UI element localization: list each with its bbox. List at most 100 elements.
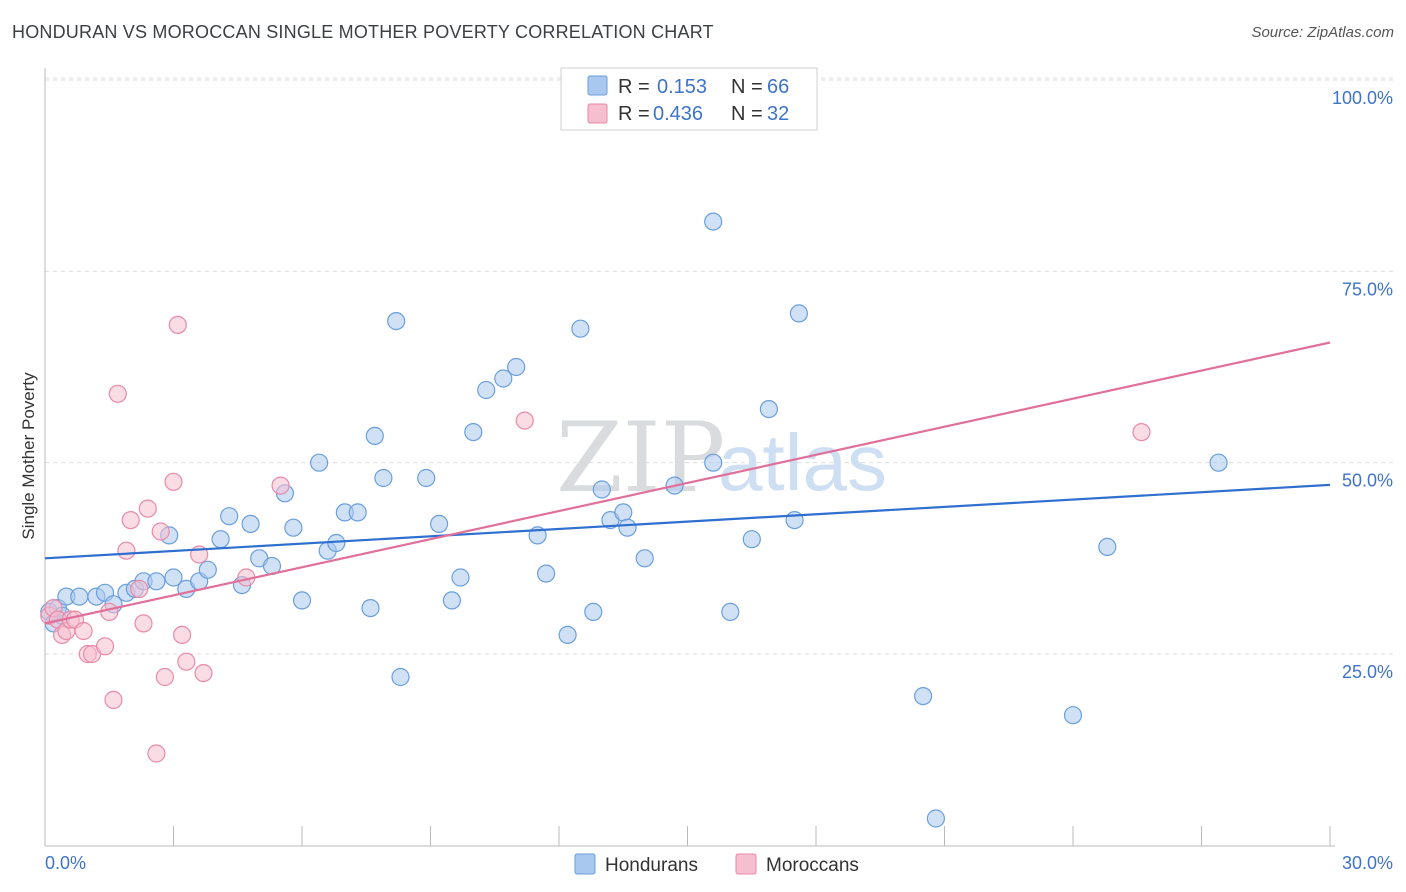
bottom-legend-swatch-hondurans <box>574 853 596 875</box>
legend-swatch-moroccans <box>587 103 608 124</box>
honduran-point-34 <box>374 468 393 488</box>
honduran-point-60 <box>759 400 779 419</box>
honduran-point-56 <box>704 212 723 231</box>
honduran-point-44 <box>507 357 526 377</box>
honduran-point-25 <box>284 518 303 537</box>
moroccan-point-18 <box>138 499 157 518</box>
bottom-legend-label-hondurans: Hondurans <box>605 855 698 876</box>
moroccan-point-13 <box>108 384 127 403</box>
series-moroccans-points <box>40 315 1151 763</box>
moroccan-point-17 <box>134 614 153 633</box>
honduran-point-62 <box>789 304 809 323</box>
honduran-point-14 <box>164 568 183 587</box>
legend-n-value-hondurans: 66 <box>767 76 789 98</box>
legend-n-label-hondurans: N = <box>731 76 763 98</box>
honduran-point-65 <box>1063 706 1083 725</box>
moroccan-point-16 <box>130 579 149 599</box>
chart-title: HONDURAN VS MOROCCAN SINGLE MOTHER POVER… <box>12 22 714 42</box>
moroccan-point-12 <box>104 690 123 710</box>
legend-n-value-moroccans: 32 <box>767 103 789 125</box>
honduran-point-63 <box>913 686 933 706</box>
honduran-point-35 <box>387 312 406 331</box>
honduran-point-66 <box>1098 537 1117 557</box>
honduran-point-43 <box>494 369 513 388</box>
y-axis-tick-labels: 25.0% 50.0% 75.0% 100.0% <box>1332 88 1393 682</box>
y-tick-label-100: 100.0% <box>1332 88 1393 108</box>
moroccan-point-10 <box>95 637 115 656</box>
honduran-point-57 <box>704 453 723 472</box>
hondurans-trend-line <box>44 483 1331 560</box>
honduran-point-49 <box>584 602 603 622</box>
legend-r-value-moroccans: 0.436 <box>653 103 703 125</box>
legend-r-label-hondurans: R = <box>618 76 650 98</box>
honduran-point-54 <box>635 549 654 568</box>
moroccan-point-30 <box>515 411 534 430</box>
moroccan-point-25 <box>177 652 196 671</box>
moroccan-point-23 <box>168 315 187 334</box>
x-tick-label-min: 0.0% <box>45 853 86 873</box>
honduran-point-32 <box>361 598 380 618</box>
honduran-point-67 <box>1209 453 1228 472</box>
y-tick-label-50: 50.0% <box>1342 471 1393 491</box>
honduran-point-18 <box>211 530 230 549</box>
moroccan-point-11 <box>100 602 119 622</box>
honduran-point-40 <box>451 568 470 587</box>
moroccan-point-22 <box>164 472 183 491</box>
honduran-point-38 <box>430 514 449 534</box>
honduran-point-17 <box>198 560 217 579</box>
honduran-point-12 <box>147 572 166 591</box>
legend-swatch-hondurans <box>587 75 608 96</box>
watermark: ZIP atlas <box>556 402 887 514</box>
moroccan-point-24 <box>173 625 192 645</box>
honduran-point-5 <box>70 587 89 606</box>
y-axis-label: Single Mother Poverty <box>19 372 38 540</box>
bottom-legend-swatch-moroccans <box>735 853 757 875</box>
x-tick-label-max: 30.0% <box>1342 853 1393 873</box>
x-axis-ticks <box>44 826 1331 846</box>
watermark-zip: ZIP <box>556 402 725 514</box>
moroccan-point-7 <box>74 621 93 641</box>
honduran-point-47 <box>558 625 577 645</box>
source-label: Source: ZipAtlas.com <box>1251 24 1394 41</box>
honduran-point-36 <box>391 667 410 687</box>
honduran-point-46 <box>536 564 556 583</box>
honduran-point-26 <box>292 591 312 610</box>
legend-r-value-hondurans: 0.153 <box>657 76 707 98</box>
series-hondurans-points <box>40 212 1228 828</box>
moroccan-point-27 <box>194 663 213 683</box>
moroccans-trend-line <box>44 341 1331 625</box>
honduran-point-33 <box>365 426 384 445</box>
moroccan-point-29 <box>271 476 290 495</box>
watermark-atlas: atlas <box>718 418 887 507</box>
honduran-point-48 <box>571 319 590 338</box>
moroccan-point-20 <box>151 522 170 541</box>
honduran-point-64 <box>926 809 946 828</box>
moroccan-point-21 <box>155 667 174 687</box>
honduran-point-37 <box>417 468 436 488</box>
moroccan-point-19 <box>147 744 166 763</box>
honduran-point-19 <box>220 507 239 526</box>
honduran-point-52 <box>614 503 633 522</box>
honduran-point-59 <box>742 530 761 549</box>
legend-r-label-moroccans: R = <box>618 103 650 125</box>
honduran-point-50 <box>592 480 611 499</box>
y-tick-label-25: 25.0% <box>1342 662 1393 682</box>
honduran-point-53 <box>618 518 637 537</box>
legend-n-label-moroccans: N = <box>731 103 763 125</box>
honduran-point-39 <box>442 591 461 610</box>
honduran-point-21 <box>241 514 260 534</box>
moroccan-point-31 <box>1132 423 1151 442</box>
grid-lines <box>45 77 1393 655</box>
honduran-point-41 <box>464 423 483 442</box>
correlation-legend: R = 0.153 N = 66 R = 0.436 N = 32 <box>560 67 818 131</box>
moroccan-point-15 <box>121 510 140 530</box>
honduran-point-58 <box>721 602 740 622</box>
honduran-point-27 <box>310 453 329 472</box>
moroccan-point-14 <box>117 541 136 560</box>
y-tick-label-75: 75.0% <box>1342 279 1393 299</box>
honduran-point-31 <box>348 503 367 522</box>
series-legend: Hondurans Moroccans <box>574 853 859 876</box>
honduran-point-42 <box>477 380 496 400</box>
bottom-legend-label-moroccans: Moroccans <box>766 855 859 876</box>
